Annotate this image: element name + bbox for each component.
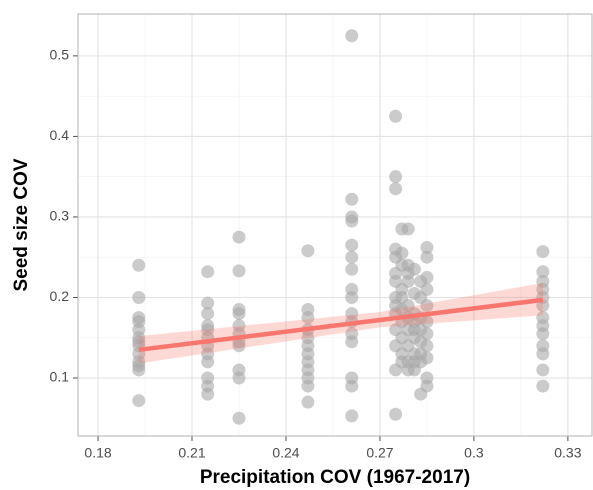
x-tick-label: 0.24: [272, 445, 299, 461]
point: [301, 311, 315, 325]
point: [201, 387, 215, 401]
point: [420, 299, 434, 313]
point: [536, 379, 550, 393]
y-tick-label: 0.5: [50, 47, 70, 63]
point: [132, 258, 146, 272]
y-tick-label: 0.2: [50, 288, 70, 304]
point: [345, 409, 359, 423]
y-tick-label: 0.4: [50, 127, 70, 143]
point: [420, 241, 434, 255]
point: [232, 371, 246, 385]
point: [345, 250, 359, 264]
point: [345, 214, 359, 228]
point: [232, 264, 246, 278]
point: [345, 192, 359, 206]
point: [536, 363, 550, 377]
x-tick-label: 0.3: [464, 445, 484, 461]
point: [345, 262, 359, 276]
point: [420, 270, 434, 284]
point: [401, 222, 415, 236]
y-axis-label: Seed size COV: [11, 158, 32, 291]
fit-line: [138, 297, 544, 353]
point: [301, 395, 315, 409]
point: [345, 335, 359, 349]
point: [232, 230, 246, 244]
point: [201, 355, 215, 369]
point: [420, 327, 434, 341]
point: [345, 29, 359, 43]
x-tick-label: 0.18: [84, 445, 111, 461]
point: [420, 351, 434, 365]
x-tick-label: 0.27: [366, 445, 393, 461]
panel-border: [77, 13, 593, 437]
point: [536, 245, 550, 259]
point: [232, 307, 246, 321]
x-tick-label: 0.33: [554, 445, 581, 461]
x-tick-label: 0.21: [178, 445, 205, 461]
point: [345, 379, 359, 393]
y-tick-label: 0.3: [50, 208, 70, 224]
point: [132, 363, 146, 377]
point: [345, 290, 359, 304]
point: [389, 170, 403, 184]
point: [420, 250, 434, 264]
point: [420, 315, 434, 329]
point: [301, 244, 315, 258]
point: [420, 339, 434, 353]
point: [389, 109, 403, 123]
point: [389, 407, 403, 421]
point: [536, 347, 550, 361]
point: [401, 274, 415, 288]
point: [536, 265, 550, 279]
x-axis-label: Precipitation COV (1967-2017): [200, 467, 470, 488]
point: [345, 238, 359, 252]
point: [232, 339, 246, 353]
point: [536, 327, 550, 341]
point: [201, 307, 215, 321]
point: [420, 379, 434, 393]
point: [201, 296, 215, 310]
point: [201, 265, 215, 279]
point: [389, 182, 403, 196]
point: [232, 411, 246, 425]
point: [132, 394, 146, 408]
y-tick-label: 0.1: [50, 369, 70, 385]
point: [395, 246, 409, 260]
point: [301, 379, 315, 393]
point: [420, 282, 434, 296]
point: [407, 262, 421, 276]
point: [132, 290, 146, 304]
panel: [78, 14, 592, 436]
